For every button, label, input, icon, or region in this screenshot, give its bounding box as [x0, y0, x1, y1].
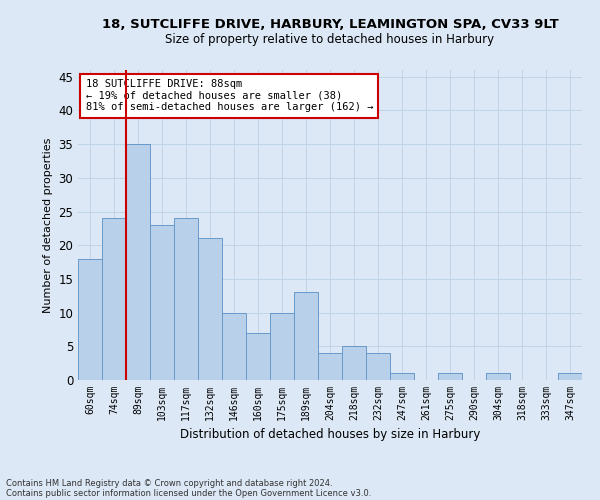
Bar	[102, 218, 126, 380]
Bar	[318, 353, 342, 380]
Bar	[486, 374, 510, 380]
Bar	[246, 333, 270, 380]
Bar	[438, 374, 462, 380]
Text: Size of property relative to detached houses in Harbury: Size of property relative to detached ho…	[166, 32, 494, 46]
Bar	[270, 312, 294, 380]
Bar	[342, 346, 366, 380]
Bar	[174, 218, 198, 380]
Bar	[558, 374, 582, 380]
Bar	[198, 238, 222, 380]
Bar	[126, 144, 150, 380]
Bar	[150, 225, 174, 380]
X-axis label: Distribution of detached houses by size in Harbury: Distribution of detached houses by size …	[180, 428, 480, 442]
Text: Contains HM Land Registry data © Crown copyright and database right 2024.: Contains HM Land Registry data © Crown c…	[6, 478, 332, 488]
Text: 18 SUTCLIFFE DRIVE: 88sqm
← 19% of detached houses are smaller (38)
81% of semi-: 18 SUTCLIFFE DRIVE: 88sqm ← 19% of detac…	[86, 80, 373, 112]
Text: 18, SUTCLIFFE DRIVE, HARBURY, LEAMINGTON SPA, CV33 9LT: 18, SUTCLIFFE DRIVE, HARBURY, LEAMINGTON…	[101, 18, 559, 30]
Bar	[294, 292, 318, 380]
Text: Contains public sector information licensed under the Open Government Licence v3: Contains public sector information licen…	[6, 488, 371, 498]
Y-axis label: Number of detached properties: Number of detached properties	[43, 138, 53, 312]
Bar	[78, 258, 102, 380]
Bar	[222, 312, 246, 380]
Bar	[390, 374, 414, 380]
Bar	[366, 353, 390, 380]
